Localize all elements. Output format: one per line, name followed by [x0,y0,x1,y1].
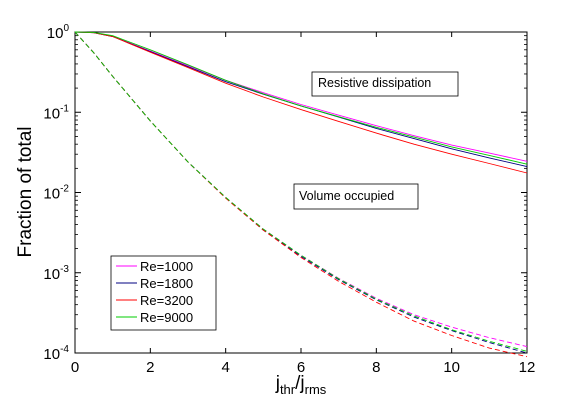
annotation-volume-occupied: Volume occupied [293,183,419,210]
y-tick-label: 10-4 [43,344,69,363]
series-line-volume-re-9000 [74,31,528,352]
annotation-box [311,71,459,97]
x-tick-label: 8 [372,359,380,376]
x-tick-label: 10 [443,359,460,376]
x-label-rms-subscript: rms [305,382,327,397]
legend: Re=1000 Re=1800 Re=3200 Re=9000 [110,255,217,331]
series-lines [74,31,528,358]
y-tick-label: 10-1 [43,103,69,122]
legend-label: Re=9000 [140,310,193,325]
x-tick-label: 2 [146,359,154,376]
annotation-text: Resistive dissipation [318,76,431,90]
legend-label: Re=3200 [140,293,193,308]
y-tick-label: 10-2 [43,184,69,203]
series-line-dissipation-re-9000 [74,31,528,165]
x-tick-label: 12 [519,359,536,376]
x-tick-label: 6 [297,359,305,376]
legend-items: Re=1000 Re=1800 Re=3200 Re=9000 [116,259,193,325]
annotation-resistive-dissipation: Resistive dissipation [311,71,459,97]
x-label-j: j [275,373,280,394]
x-label-thr-subscript: thr [280,382,296,397]
annotation-text: Volume occupied [299,189,394,203]
axis-ticks: 0 2 4 6 8 10 12 100 10-1 10-2 10-3 10-4 [43,23,535,376]
x-tick-label: 4 [221,359,229,376]
x-label-slash-j: /j [295,373,305,394]
annotation-box [293,183,419,210]
y-axis-label: Fraction of total [15,127,36,258]
series-line-dissipation-re-3200 [74,31,528,174]
y-tick-label: 10-3 [43,264,69,283]
x-axis-label: jthr/jrms [275,373,327,397]
legend-label: Re=1800 [140,276,193,291]
legend-label: Re=1000 [140,259,193,274]
x-tick-label: 0 [71,359,79,376]
legend-box [110,255,217,331]
y-tick-label: 100 [47,23,70,42]
